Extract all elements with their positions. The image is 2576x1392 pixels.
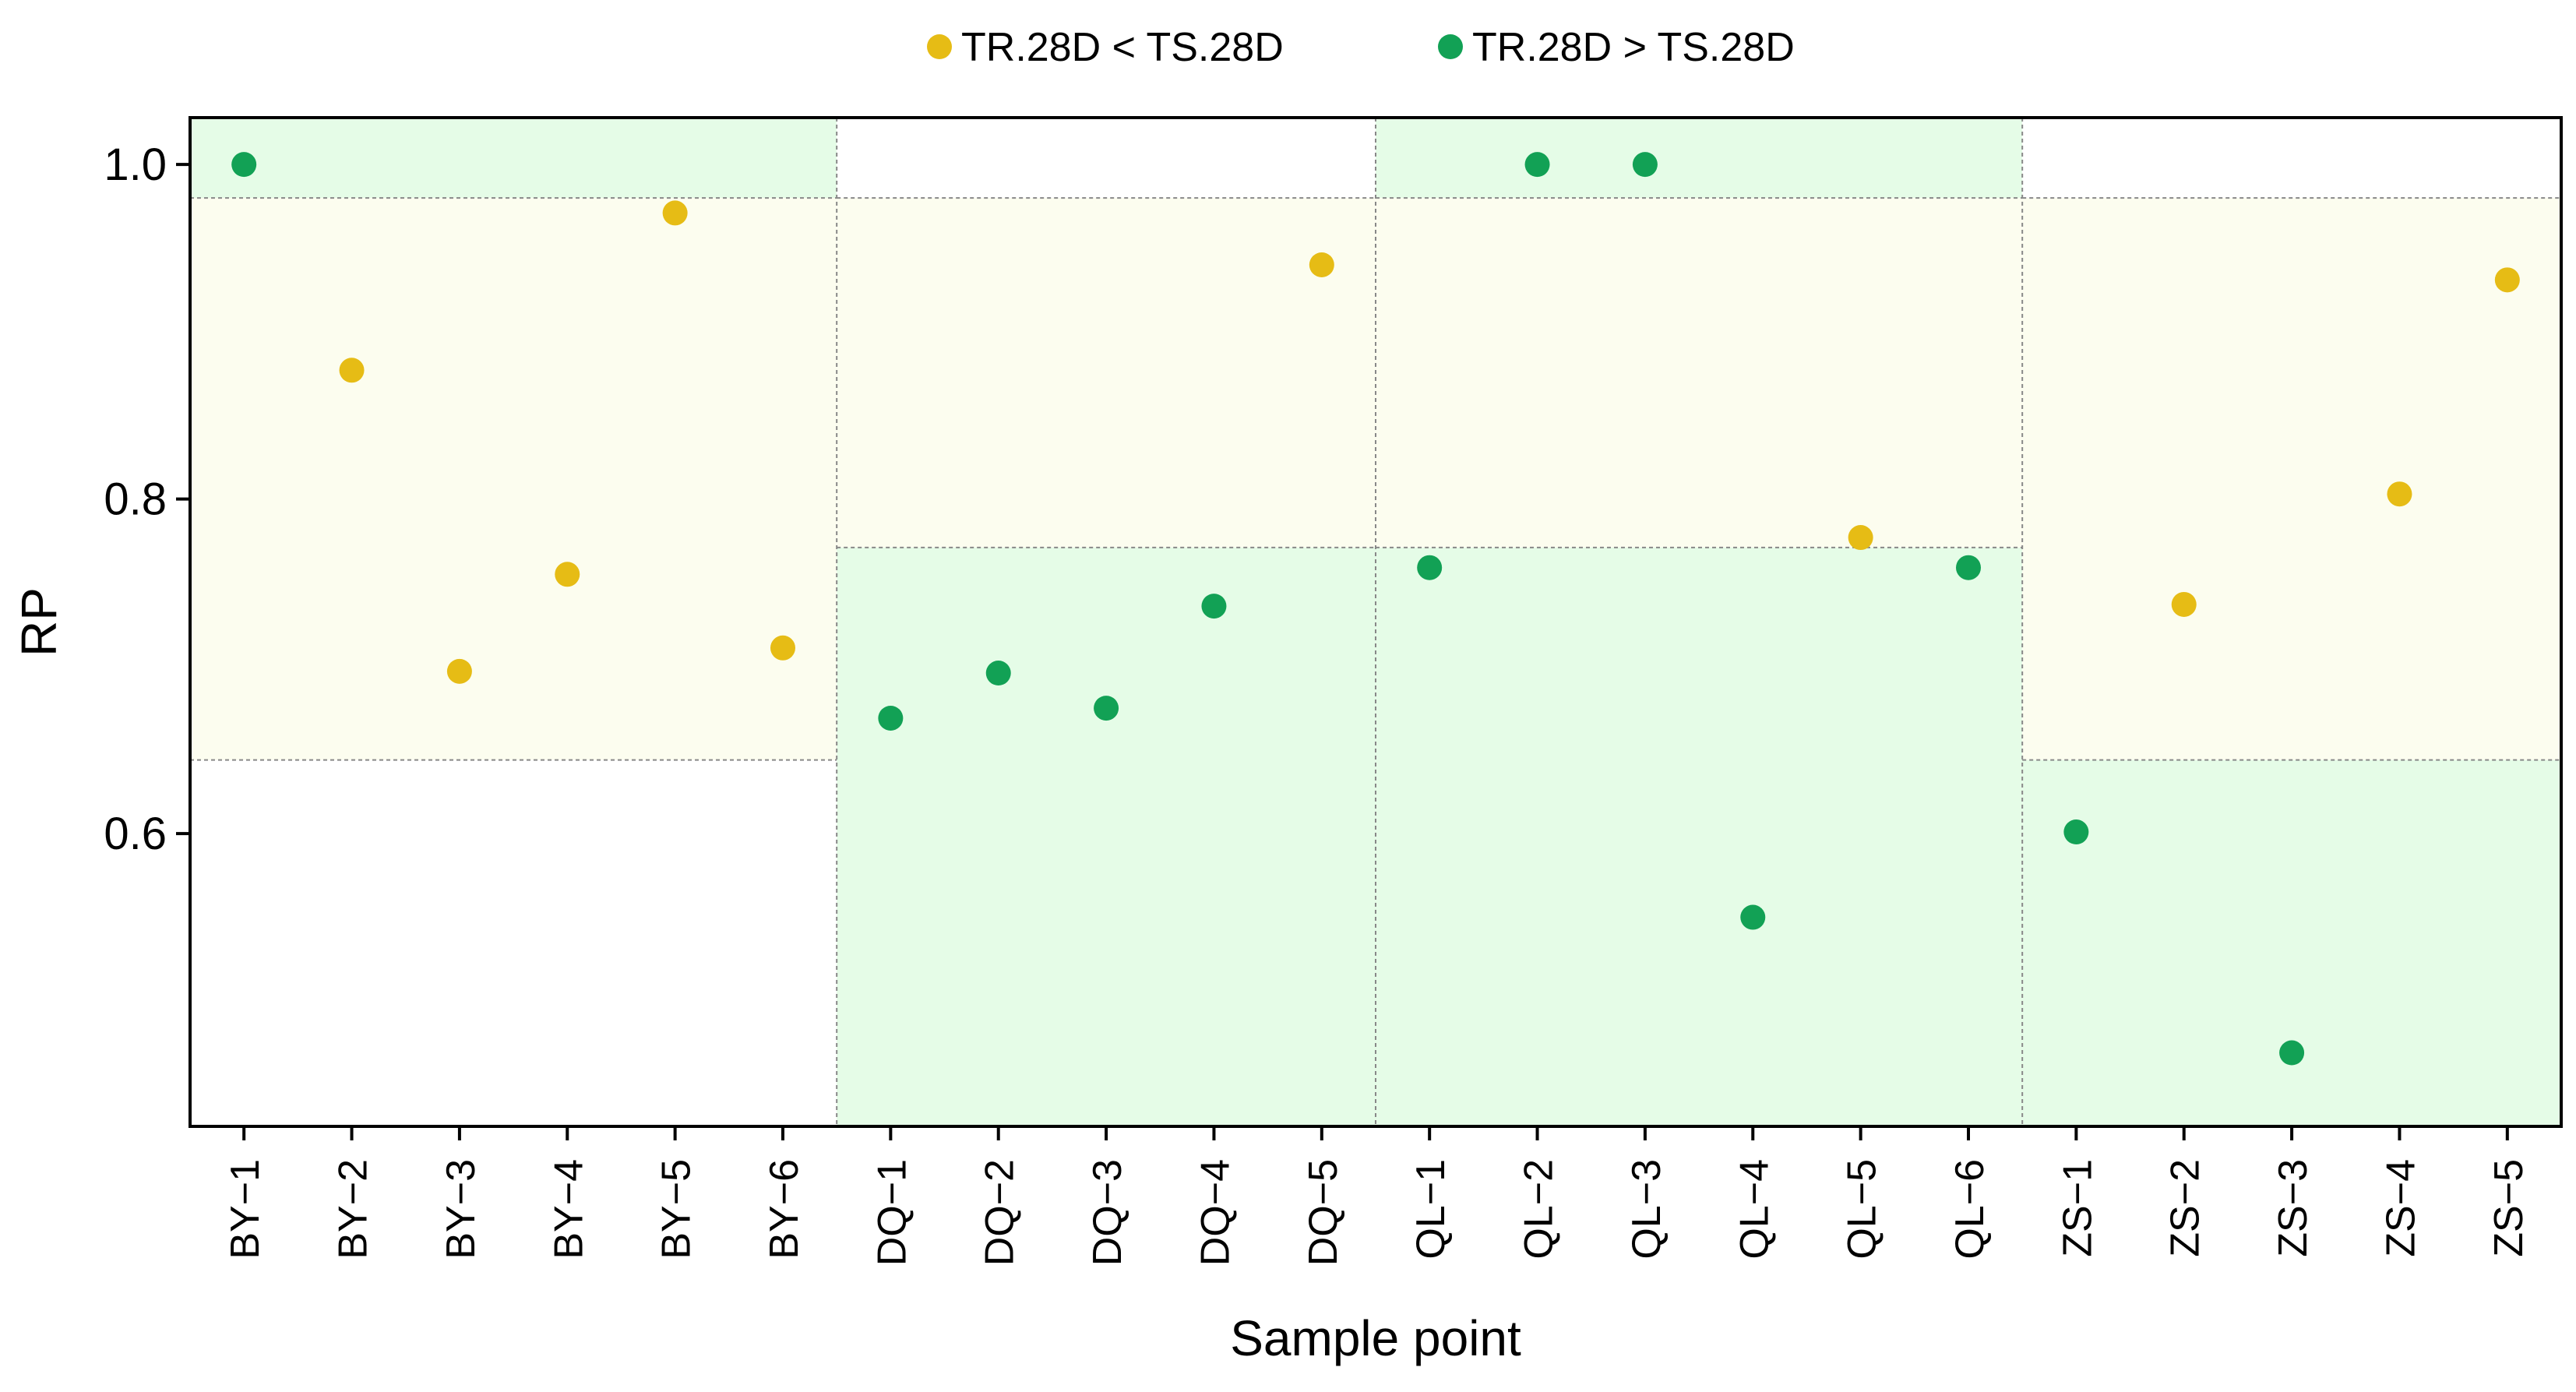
point-less (1848, 525, 1873, 551)
band-dq (837, 198, 1376, 548)
x-tick-label: ZS−5 (2486, 1159, 2532, 1257)
plot-frame (189, 116, 2563, 1128)
x-tick-label: QL−1 (1408, 1159, 1454, 1260)
x-tick-label: DQ−2 (978, 1159, 1023, 1266)
point-greater (2279, 1040, 2305, 1066)
band-ql (1376, 198, 2023, 548)
x-tick-label: BY−5 (654, 1159, 700, 1260)
y-tick-label: 0.6 (104, 809, 167, 859)
x-tick-label: QL−5 (1840, 1159, 1885, 1260)
y-axis: 0.6 0.8 1.0 (104, 139, 190, 859)
band-dq (837, 547, 1376, 1126)
x-tick-label: DQ−1 (869, 1159, 914, 1266)
x-tick-label: ZS−1 (2055, 1159, 2100, 1257)
data-points (231, 152, 2520, 1066)
band-ql (1376, 118, 2023, 199)
band-by (190, 118, 837, 199)
x-tick-label: BY−2 (331, 1159, 376, 1260)
x-tick-label: ZS−4 (2378, 1159, 2423, 1257)
point-less (2494, 267, 2520, 293)
background-bands (190, 118, 2561, 1126)
point-greater (231, 152, 257, 178)
band-zs (2022, 198, 2561, 760)
point-less (446, 658, 472, 684)
point-less (339, 358, 365, 383)
band-by (190, 198, 837, 760)
point-greater (1417, 555, 1443, 580)
point-less (662, 200, 688, 226)
point-greater (1740, 904, 1766, 930)
point-greater (1201, 594, 1227, 619)
point-greater (2063, 819, 2089, 845)
point-less (555, 562, 580, 587)
x-tick-label: BY−1 (223, 1159, 268, 1260)
x-tick-label: DQ−3 (1085, 1159, 1130, 1266)
point-less (770, 635, 795, 661)
x-tick-label: QL−2 (1517, 1159, 1562, 1260)
x-axis-title: Sample point (1230, 1310, 1521, 1366)
x-tick-label: DQ−4 (1193, 1159, 1238, 1266)
x-tick-label: BY−6 (762, 1159, 807, 1260)
x-tick-label: BY−3 (439, 1159, 484, 1260)
point-less (2387, 481, 2412, 507)
point-greater (1956, 555, 1981, 580)
group-dividers (190, 118, 2561, 1126)
point-greater (1094, 696, 1119, 721)
x-axis: BY−1 BY−2 BY−3 BY−4 BY−5 BY−6 DQ−1 DQ−2 DQ−3 DQ−4… (223, 1126, 2532, 1266)
point-less (1309, 252, 1334, 277)
legend-label-greater: TR.28D > TS.28D (1472, 25, 1795, 70)
point-greater (878, 705, 904, 731)
band-ql (1376, 547, 2023, 1126)
point-greater (1524, 152, 1550, 178)
x-tick-label: BY−4 (546, 1159, 591, 1260)
x-tick-label: DQ−5 (1301, 1159, 1346, 1266)
legend-marker-greater (1438, 34, 1463, 59)
x-tick-label: QL−3 (1624, 1159, 1669, 1260)
legend-label-less: TR.28D < TS.28D (961, 25, 1284, 70)
band-zs (2022, 759, 2561, 1126)
point-greater (985, 661, 1011, 686)
x-tick-label: ZS−3 (2271, 1159, 2316, 1257)
legend: TR.28D < TS.28D TR.28D > TS.28D (927, 25, 1795, 70)
legend-marker-less (927, 34, 952, 59)
x-tick-label: QL−6 (1947, 1159, 1993, 1260)
y-tick-label: 0.8 (104, 474, 167, 525)
y-axis-title: RP (11, 587, 67, 657)
y-tick-label: 1.0 (104, 139, 167, 190)
x-tick-label: QL−4 (1732, 1159, 1777, 1260)
point-greater (1632, 152, 1658, 178)
point-less (2171, 591, 2197, 617)
x-tick-label: ZS−2 (2163, 1159, 2208, 1257)
